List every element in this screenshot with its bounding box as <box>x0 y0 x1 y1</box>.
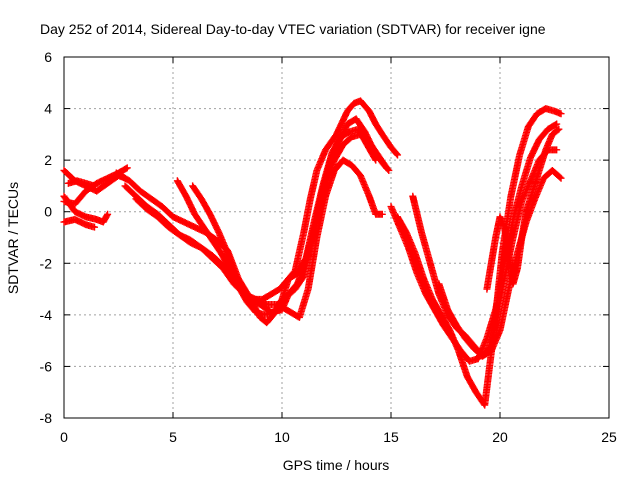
series-track-12 <box>387 120 561 365</box>
data-point-marker <box>556 173 564 181</box>
data-point-marker <box>393 150 401 158</box>
axis-ticks: 0 5 10 15 20 25 -8 -6 -4 -2 0 2 4 6 <box>40 49 617 445</box>
y-tick-label: -4 <box>40 307 53 323</box>
data-point-marker <box>382 163 390 171</box>
data-point-marker <box>103 212 111 220</box>
data-point-marker <box>551 121 559 129</box>
data-point-marker <box>371 155 379 163</box>
chart-title: Day 252 of 2014, Sidereal Day-to-day VTE… <box>40 21 546 37</box>
data-points <box>60 97 565 409</box>
data-point-marker <box>123 164 131 172</box>
data-point-marker <box>378 210 386 218</box>
y-tick-label: -6 <box>40 358 53 374</box>
y-tick-label: 4 <box>44 101 52 117</box>
data-point-marker <box>394 151 402 159</box>
data-point-marker <box>383 164 391 172</box>
x-tick-label: 15 <box>383 429 399 445</box>
data-point-marker <box>553 120 561 128</box>
data-point-marker <box>91 182 99 190</box>
x-tick-label: 5 <box>169 429 177 445</box>
series-track-10 <box>189 125 380 303</box>
y-tick-label: 2 <box>44 152 52 168</box>
data-point-marker <box>122 165 130 173</box>
data-point-marker <box>557 174 565 182</box>
x-tick-label: 20 <box>492 429 508 445</box>
series-track-15 <box>483 125 563 293</box>
y-tick-label: 6 <box>44 49 52 65</box>
series-track-5 <box>64 177 99 190</box>
series-track-3 <box>60 215 99 231</box>
x-tick-label: 0 <box>60 429 68 445</box>
data-point-marker <box>553 146 561 154</box>
data-point-marker <box>372 156 380 164</box>
data-point-marker <box>554 126 562 134</box>
data-point-marker <box>555 125 563 133</box>
series-track-9 <box>173 156 386 321</box>
y-axis-label: SDTVAR / TECUs <box>5 182 21 294</box>
data-point-marker <box>91 223 99 231</box>
x-tick-label: 25 <box>601 429 617 445</box>
x-axis-label: GPS time / hours <box>283 457 390 473</box>
plot-border <box>63 56 610 419</box>
y-tick-label: 0 <box>44 204 52 220</box>
series-track-4 <box>60 192 112 226</box>
data-point-marker <box>104 210 112 218</box>
x-tick-label: 10 <box>274 429 290 445</box>
y-tick-label: -8 <box>40 410 53 426</box>
data-point-marker <box>557 110 565 118</box>
y-tick-label: -2 <box>40 255 53 271</box>
